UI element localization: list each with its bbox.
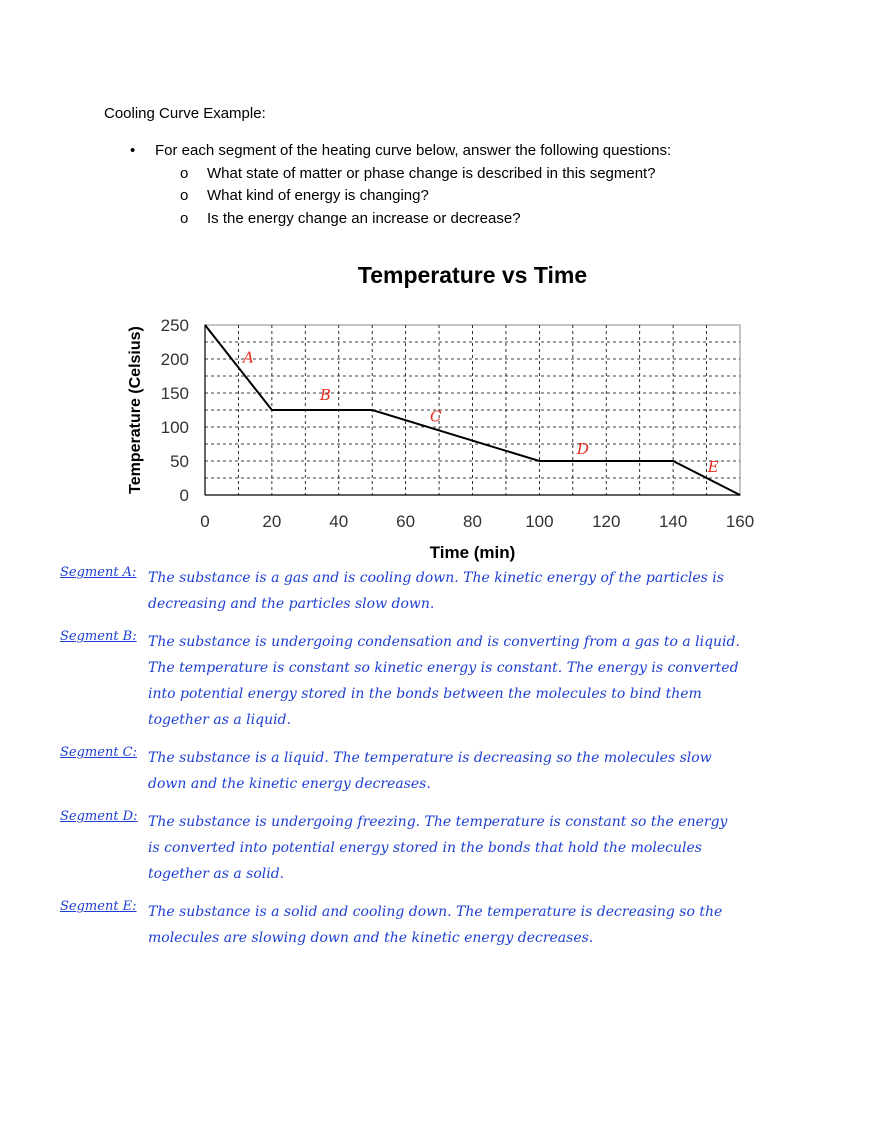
question-text: What kind of energy is changing? xyxy=(207,187,429,204)
instruction-bullet: • For each segment of the heating curve … xyxy=(130,140,671,163)
segment-annotation: D xyxy=(576,440,589,458)
series-point xyxy=(271,409,273,411)
segment-annotation: A xyxy=(241,348,254,366)
segment-label: Segment D: xyxy=(60,809,138,824)
y-tick-label: 250 xyxy=(161,316,189,335)
segment-label: Segment E: xyxy=(60,899,137,914)
x-tick-label: 140 xyxy=(659,512,687,531)
y-tick-label: 200 xyxy=(161,350,189,369)
segment-answer: The substance is a gas and is cooling do… xyxy=(148,570,724,612)
sub-bullet-glyph: o xyxy=(180,209,189,227)
y-tick-label: 0 xyxy=(180,486,189,505)
segment-annotation: B xyxy=(319,386,331,404)
chart-title: Temperature vs Time xyxy=(358,262,587,288)
question-item: o Is the energy change an increase or de… xyxy=(130,208,671,231)
series-line xyxy=(204,324,741,496)
question-text: Is the energy change an increase or decr… xyxy=(207,209,521,227)
question-item: o What kind of energy is changing? xyxy=(130,185,671,208)
segment-label: Segment A: xyxy=(60,565,137,580)
x-axis-label: Time (min) xyxy=(430,543,516,562)
answer-segment-e: Segment E: The substance is a solid and … xyxy=(60,899,740,951)
series-point xyxy=(739,494,741,496)
segment-answer: The substance is a solid and cooling dow… xyxy=(148,904,723,946)
y-tick-label: 150 xyxy=(161,384,189,403)
segment-answer: The substance is undergoing freezing. Th… xyxy=(148,814,728,882)
question-text: What state of matter or phase change is … xyxy=(207,164,656,182)
series-point xyxy=(204,324,206,326)
question-item: o What state of matter or phase change i… xyxy=(130,163,671,186)
answer-segment-c: Segment C: The substance is a liquid. Th… xyxy=(60,745,740,797)
answer-segment-d: Segment D: The substance is undergoing f… xyxy=(60,809,740,887)
temperature-time-chart: Temperature vs Time 0 20 40 60 80 100 120 140 160… xyxy=(127,262,754,562)
page-heading: Cooling Curve Example: xyxy=(104,105,266,122)
segment-answer: The substance is undergoing condensation… xyxy=(148,634,740,728)
series-point xyxy=(371,409,373,411)
segment-annotation: E xyxy=(707,458,719,476)
segment-label: Segment C: xyxy=(60,745,137,760)
sub-bullet-glyph: o xyxy=(180,164,189,182)
x-tick-label: 60 xyxy=(396,512,415,531)
x-tick-label: 80 xyxy=(463,512,482,531)
x-tick-label: 40 xyxy=(329,512,348,531)
sub-bullet-glyph: o xyxy=(180,187,189,204)
series-point xyxy=(672,460,674,462)
bullet-glyph: • xyxy=(130,142,136,159)
y-tick-label: 50 xyxy=(170,452,189,471)
x-tick-label: 20 xyxy=(262,512,281,531)
y-tick-label: 100 xyxy=(161,418,189,437)
x-tick-label: 160 xyxy=(726,512,754,531)
series-point xyxy=(538,460,540,462)
answer-segment-b: Segment B: The substance is undergoing c… xyxy=(60,629,740,733)
x-tick-label: 100 xyxy=(525,512,553,531)
x-tick-label: 120 xyxy=(592,512,620,531)
y-axis-label: Temperature (Celsius) xyxy=(127,326,144,494)
segment-label: Segment B: xyxy=(60,629,137,644)
handwritten-answers: Segment A: The substance is a gas and is… xyxy=(60,565,740,963)
instruction-list: • For each segment of the heating curve … xyxy=(130,140,671,230)
instruction-text: For each segment of the heating curve be… xyxy=(155,142,672,159)
x-tick-label: 0 xyxy=(200,512,209,531)
segment-answer: The substance is a liquid. The temperatu… xyxy=(148,750,712,792)
segment-annotation: C xyxy=(430,408,442,426)
answer-segment-a: Segment A: The substance is a gas and is… xyxy=(60,565,740,617)
